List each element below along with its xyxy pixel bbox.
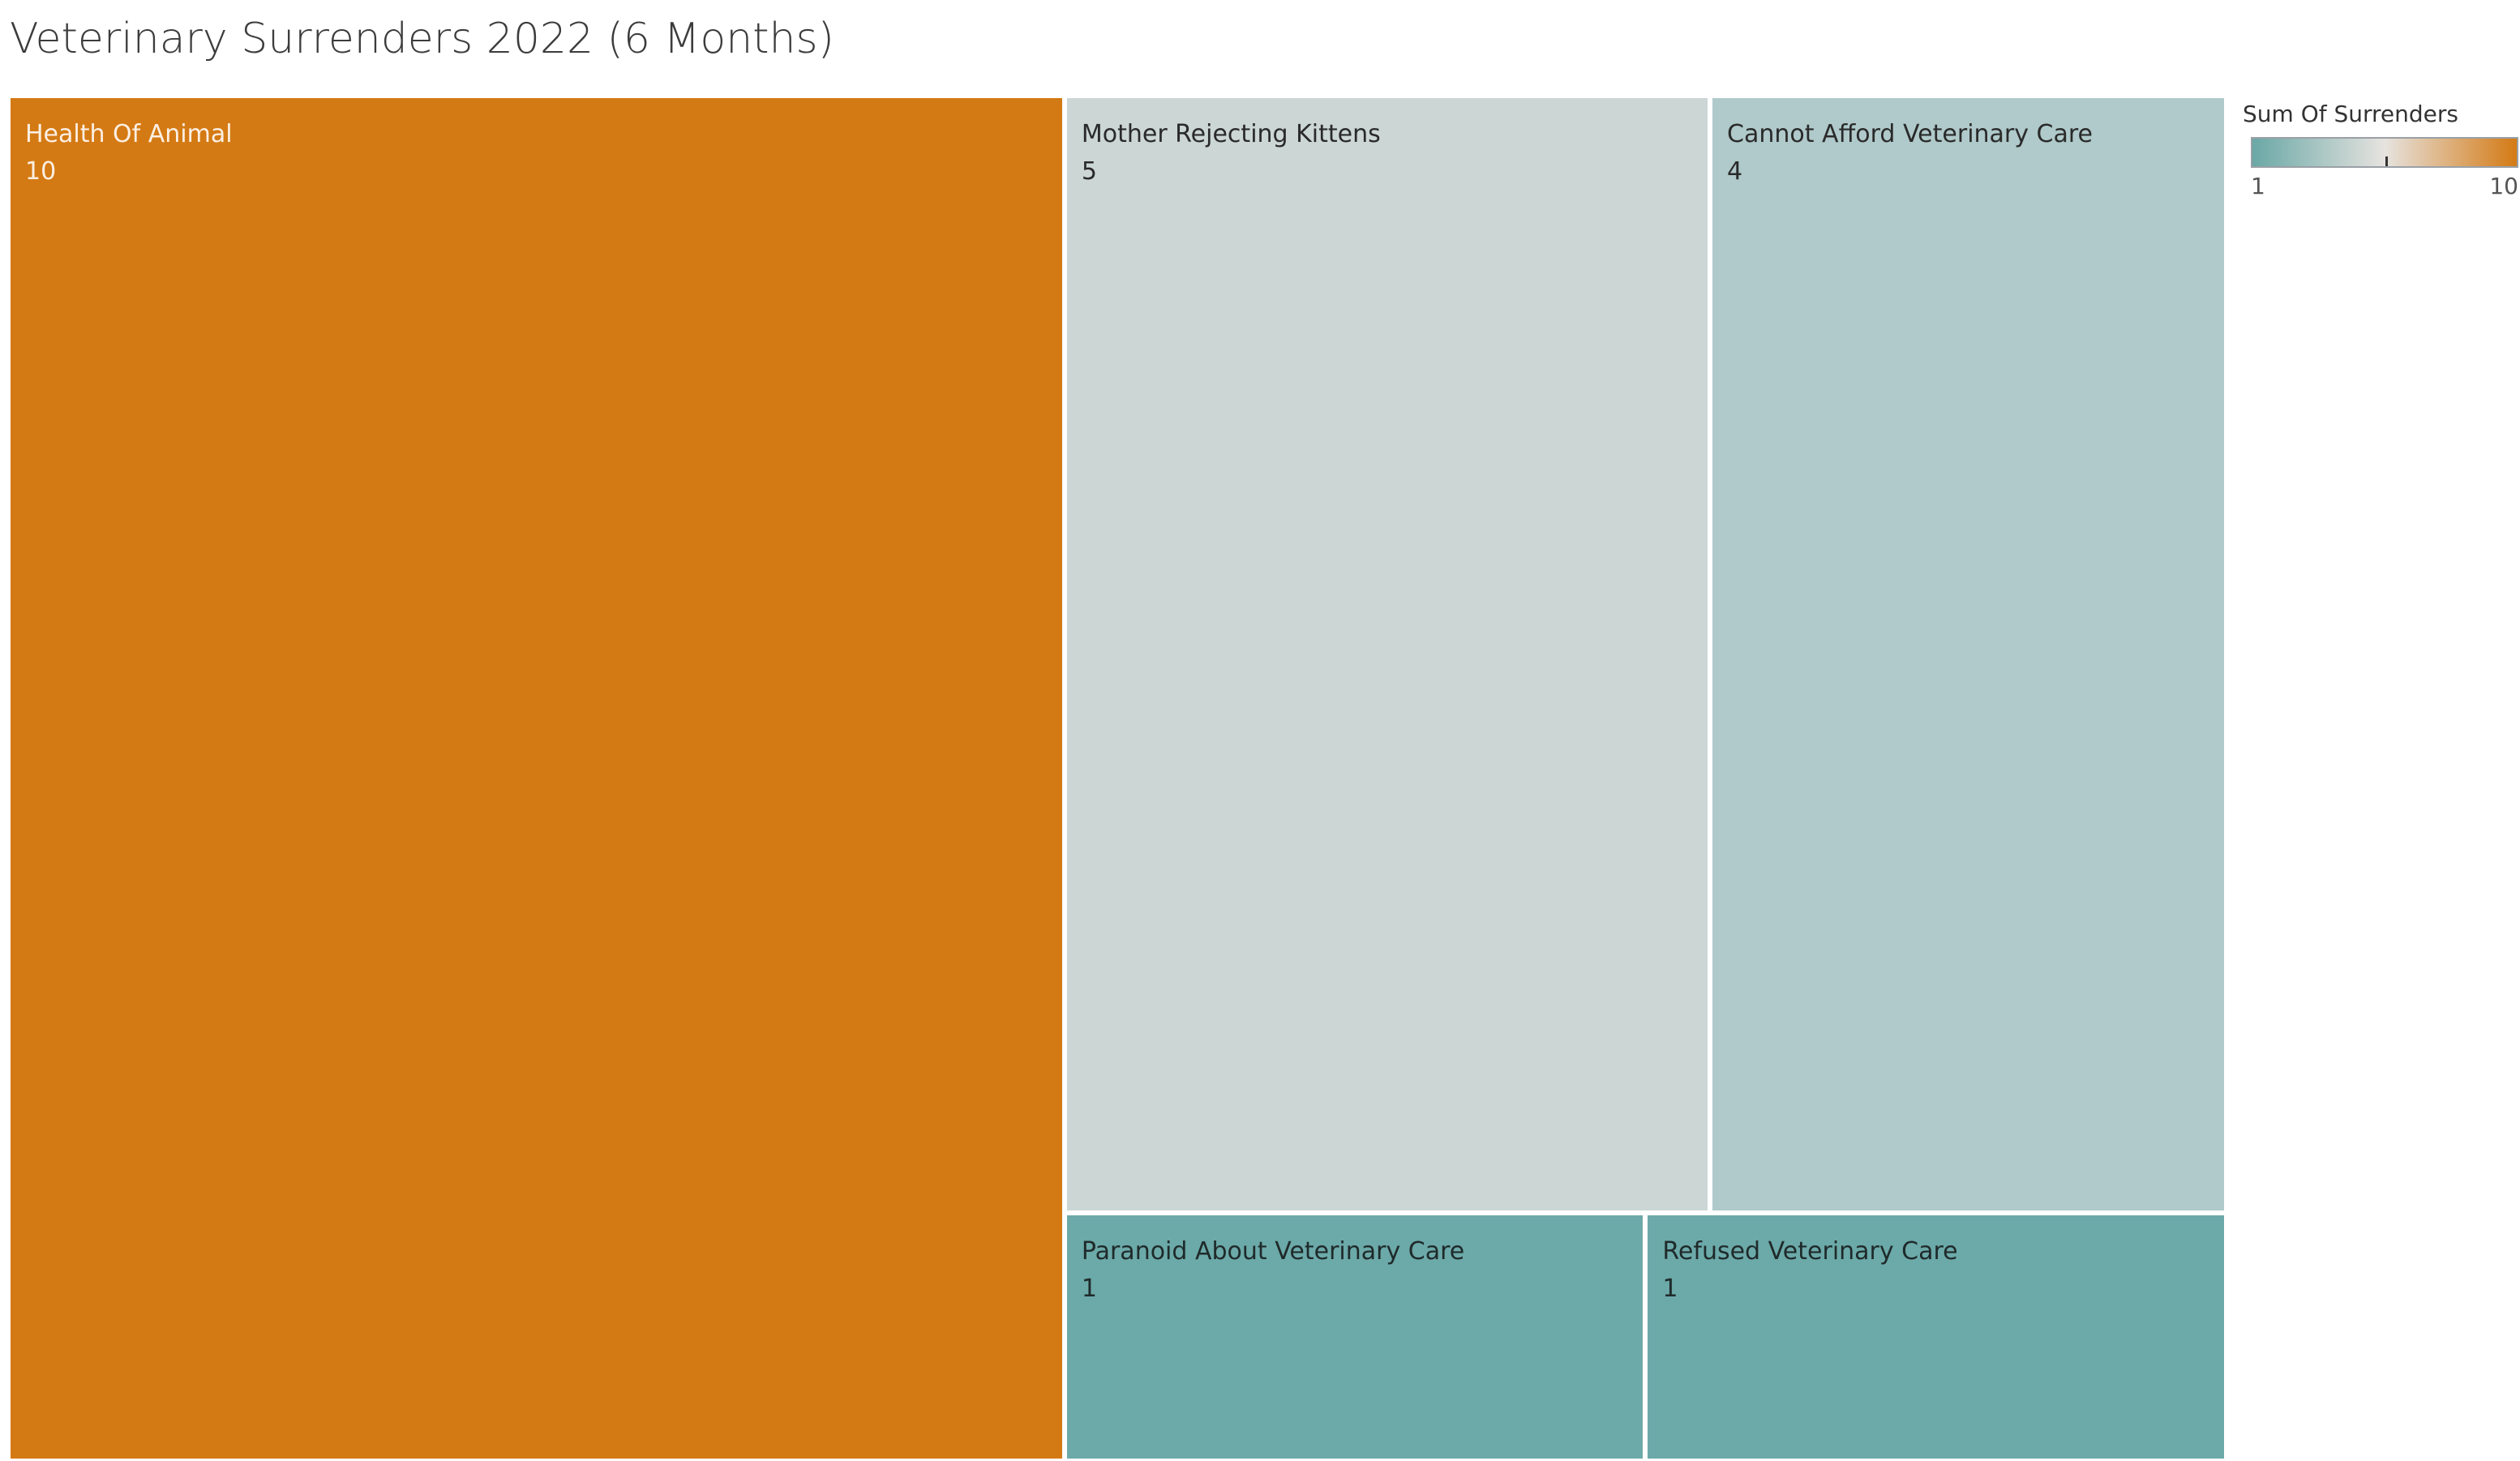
treemap-tile[interactable]: Cannot Afford Veterinary Care 4	[1710, 96, 2226, 1213]
treemap: Health Of Animal 10 Mother Rejecting Kitte…	[8, 96, 2226, 1461]
tile-value: 4	[1727, 157, 1743, 186]
tile-category: Paranoid About Veterinary Care	[1081, 1236, 1465, 1266]
tile-value: 5	[1081, 157, 1097, 186]
legend-scale: 1 10	[2251, 173, 2518, 205]
tile-category: Health Of Animal	[25, 120, 233, 148]
legend-max-label: 10	[2489, 173, 2518, 199]
legend-gradient-bar	[2251, 137, 2518, 168]
treemap-tile[interactable]: Refused Veterinary Care 1	[1645, 1212, 2226, 1461]
tile-label: Cannot Afford Veterinary Care 4	[1727, 116, 2093, 191]
tile-category: Mother Rejecting Kittens	[1081, 120, 1381, 148]
tile-value: 1	[1081, 1274, 1097, 1303]
color-legend: Sum Of Surrenders 1 10	[2243, 101, 2518, 205]
tile-category: Refused Veterinary Care	[1662, 1236, 1958, 1266]
tile-value: 10	[25, 157, 57, 186]
chart-title: Veterinary Surrenders 2022 (6 Months)	[10, 15, 834, 63]
tile-label: Mother Rejecting Kittens 5	[1082, 116, 1381, 191]
tile-label: Refused Veterinary Care 1	[1662, 1233, 1957, 1308]
treemap-tile[interactable]: Health Of Animal 10	[8, 96, 1065, 1461]
treemap-tile[interactable]: Paranoid About Veterinary Care 1	[1064, 1212, 1646, 1461]
legend-min-label: 1	[2251, 173, 2265, 199]
legend-title: Sum Of Surrenders	[2243, 101, 2458, 127]
tile-category: Cannot Afford Veterinary Care	[1727, 120, 2094, 148]
tile-value: 1	[1662, 1274, 1678, 1303]
tile-label: Paranoid About Veterinary Care 1	[1082, 1233, 1464, 1308]
legend-mid-tick	[2385, 156, 2388, 166]
tile-label: Health Of Animal 10	[25, 116, 233, 191]
treemap-tile[interactable]: Mother Rejecting Kittens 5	[1064, 96, 1711, 1213]
